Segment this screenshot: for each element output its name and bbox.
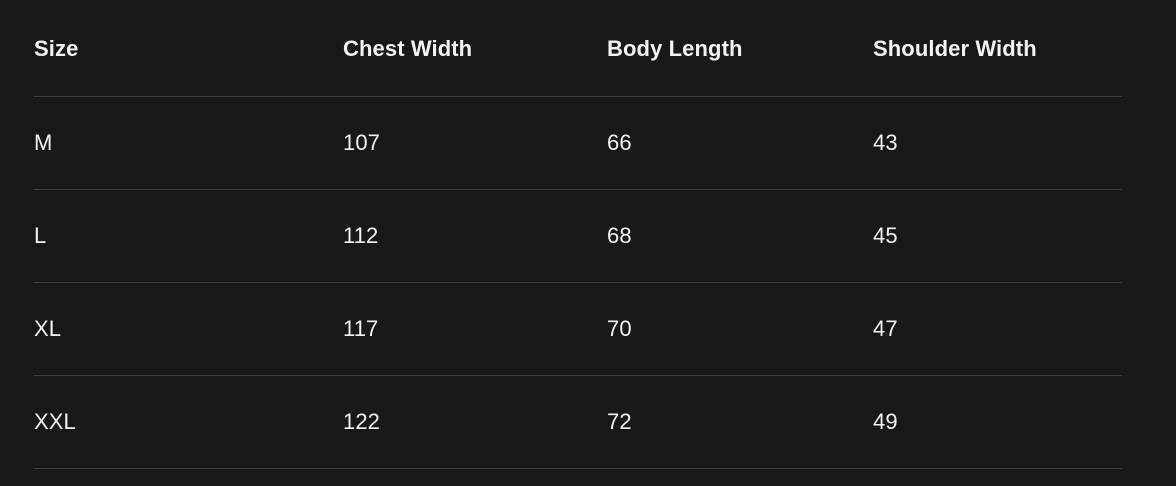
table-header: Size Chest Width Body Length Shoulder Wi… — [34, 0, 1122, 97]
column-header-body-length: Body Length — [607, 0, 873, 97]
table-row: XL 117 70 47 — [34, 282, 1122, 376]
cell-chest-width: 107 — [343, 96, 607, 190]
column-header-shoulder-width: Shoulder Width — [873, 0, 1122, 97]
cell-body-length: 72 — [607, 375, 873, 469]
table-body: M 107 66 43 L 112 68 45 XL 117 70 47 XXL… — [34, 96, 1122, 469]
size-chart-table: Size Chest Width Body Length Shoulder Wi… — [34, 0, 1122, 469]
cell-shoulder-width: 47 — [873, 282, 1122, 376]
cell-chest-width: 122 — [343, 375, 607, 469]
cell-shoulder-width: 43 — [873, 96, 1122, 190]
cell-shoulder-width: 49 — [873, 375, 1122, 469]
cell-chest-width: 112 — [343, 189, 607, 283]
table-row: XXL 122 72 49 — [34, 375, 1122, 469]
table-row: L 112 68 45 — [34, 189, 1122, 283]
cell-body-length: 68 — [607, 189, 873, 283]
cell-size: XXL — [34, 375, 343, 469]
cell-size: XL — [34, 282, 343, 376]
table-header-row: Size Chest Width Body Length Shoulder Wi… — [34, 0, 1122, 97]
column-header-size: Size — [34, 0, 343, 97]
cell-body-length: 70 — [607, 282, 873, 376]
cell-body-length: 66 — [607, 96, 873, 190]
cell-chest-width: 117 — [343, 282, 607, 376]
column-header-chest-width: Chest Width — [343, 0, 607, 97]
cell-size: M — [34, 96, 343, 190]
table-row: M 107 66 43 — [34, 96, 1122, 190]
cell-size: L — [34, 189, 343, 283]
cell-shoulder-width: 45 — [873, 189, 1122, 283]
